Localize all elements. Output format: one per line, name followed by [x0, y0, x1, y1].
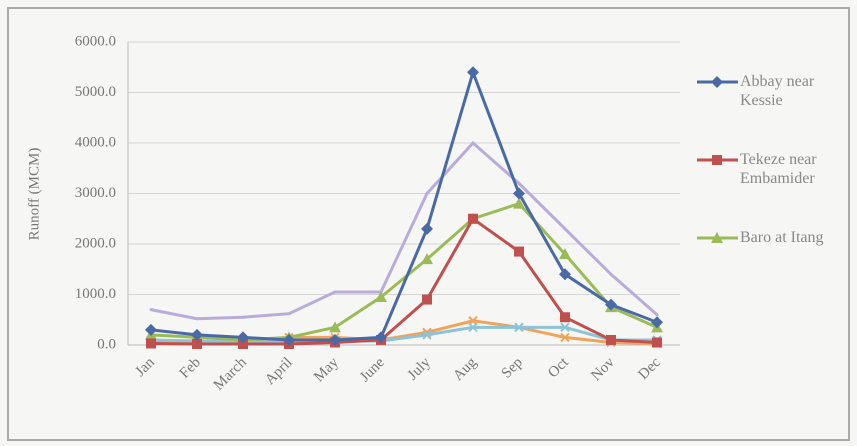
- marker: [467, 66, 479, 79]
- marker: [655, 313, 659, 317]
- marker: [559, 248, 571, 260]
- legend-item: [697, 232, 738, 243]
- marker: [422, 294, 432, 305]
- marker: [560, 322, 570, 333]
- marker: [609, 272, 613, 276]
- y-tick-label: 3000.0: [75, 185, 116, 201]
- y-tick-label: 4000.0: [75, 134, 116, 150]
- x-tick-label: Oct: [545, 354, 572, 381]
- marker: [421, 253, 433, 265]
- x-tick-label: July: [405, 354, 434, 383]
- legend-label: Baro at Itang: [740, 229, 824, 246]
- series: [149, 140, 659, 321]
- marker: [333, 290, 337, 294]
- line: [150, 140, 658, 321]
- marker: [468, 213, 478, 224]
- marker: [375, 291, 387, 303]
- marker: [375, 331, 387, 344]
- line: [150, 325, 657, 344]
- marker: [195, 317, 199, 321]
- line: [150, 201, 658, 342]
- legend-item: [697, 76, 738, 88]
- legend-item: [697, 155, 738, 165]
- marker: [145, 323, 157, 336]
- y-tick-label: 1000.0: [75, 286, 116, 302]
- x-tick-label: April: [262, 355, 296, 389]
- marker: [513, 197, 525, 209]
- x-tick-label: May: [311, 354, 342, 385]
- x-tick-label: Sep: [499, 355, 526, 382]
- marker: [468, 322, 478, 333]
- x-tick-label: Feb: [177, 355, 204, 382]
- marker: [146, 338, 156, 349]
- x-tick-label: March: [211, 354, 250, 393]
- marker: [514, 246, 524, 257]
- marker: [421, 222, 433, 235]
- marker: [559, 268, 571, 281]
- marker: [191, 328, 203, 341]
- marker: [471, 141, 475, 145]
- y-tick-label: 5000.0: [75, 84, 116, 100]
- y-axis-title: Runoff (MCM): [26, 148, 42, 241]
- marker: [329, 333, 341, 346]
- legend-marker: [711, 76, 723, 88]
- marker: [425, 192, 429, 195]
- marker: [563, 227, 567, 231]
- legend-label: Abbay near Kessie: [740, 73, 815, 109]
- marker: [238, 338, 248, 349]
- marker: [517, 181, 521, 185]
- marker: [287, 312, 291, 316]
- y-tick-label: 0.0: [97, 336, 116, 352]
- x-tick-label: Aug: [450, 354, 480, 384]
- y-tick-label: 2000.0: [75, 235, 116, 251]
- marker: [560, 312, 570, 323]
- marker: [329, 321, 341, 333]
- marker: [605, 298, 617, 311]
- marker: [283, 333, 295, 346]
- marker: [651, 316, 663, 329]
- marker: [192, 338, 202, 349]
- marker: [241, 315, 245, 319]
- marker: [560, 332, 570, 343]
- x-tick-label: Nov: [588, 354, 618, 384]
- legend-marker: [711, 232, 723, 243]
- y-tick-label: 6000.0: [75, 33, 116, 49]
- legend-marker: [712, 155, 722, 165]
- x-tick-label: Jan: [132, 354, 158, 380]
- line: [150, 67, 658, 342]
- marker: [513, 187, 525, 200]
- chart-border: [7, 7, 850, 441]
- marker: [652, 337, 662, 348]
- marker: [422, 330, 432, 340]
- series: [145, 197, 663, 345]
- line: [150, 216, 658, 346]
- marker: [149, 308, 153, 312]
- marker: [237, 331, 249, 344]
- x-tick-label: June: [357, 354, 388, 385]
- marker: [514, 322, 524, 333]
- x-tick-label: Dec: [635, 354, 664, 383]
- marker: [606, 334, 616, 345]
- legend-label: Tekeze near Embamider: [740, 151, 817, 187]
- series: [145, 66, 663, 346]
